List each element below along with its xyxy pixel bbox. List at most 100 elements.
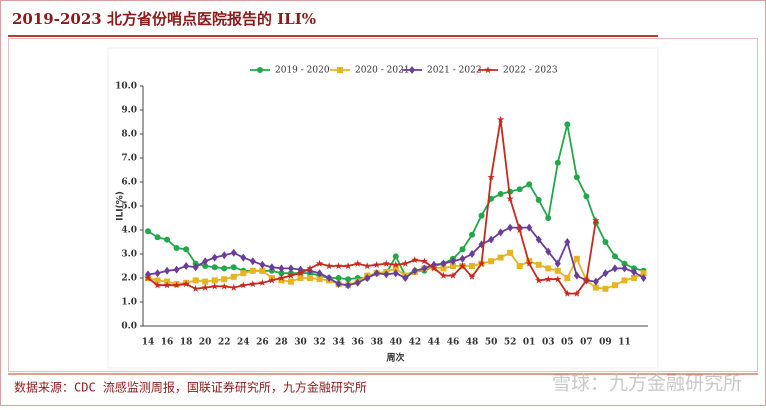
legend-label: 2020 - 2021 [355, 66, 410, 76]
data-point [296, 269, 305, 277]
data-point [564, 238, 571, 246]
data-point [278, 277, 285, 284]
data-point [640, 270, 647, 277]
y-tick-label: 2.0 [121, 274, 137, 284]
data-point [535, 235, 542, 244]
legend-marker [337, 67, 343, 73]
data-point [373, 269, 380, 278]
data-point [469, 231, 476, 238]
x-tick-label: 01 [523, 338, 536, 348]
chart-area [107, 47, 659, 369]
y-tick-label: 1.0 [121, 298, 137, 308]
data-point [563, 289, 571, 297]
data-point [202, 263, 209, 269]
data-point [259, 260, 266, 269]
data-point [211, 253, 218, 262]
y-tick-label: 4.0 [121, 226, 137, 236]
data-point [192, 263, 199, 272]
data-point [259, 267, 266, 274]
data-point [402, 274, 409, 282]
data-point [316, 269, 323, 278]
data-point [335, 280, 342, 288]
data-point [154, 269, 161, 278]
data-point [535, 261, 542, 268]
data-point [526, 181, 533, 188]
data-point [477, 259, 486, 267]
source-note: 数据来源：CDC 流感监测周报，国联证券研究所，九方金融研究所 [14, 380, 367, 395]
data-point [278, 264, 285, 273]
data-point [154, 277, 161, 284]
y-tick-label: 0.0 [121, 322, 137, 332]
data-point [268, 276, 276, 284]
data-point [144, 274, 152, 282]
data-point [430, 264, 438, 272]
data-point [488, 235, 495, 244]
legend-item: 2020 - 2021 [330, 66, 410, 76]
data-point [487, 173, 495, 181]
data-point [544, 275, 552, 283]
data-point [535, 276, 543, 284]
x-tick-label: 50 [485, 338, 498, 348]
x-tick-label: 11 [618, 338, 631, 348]
data-point [631, 275, 638, 281]
y-tick-label: 3.0 [121, 250, 137, 260]
data-point [440, 259, 447, 268]
data-point [611, 253, 618, 260]
data-point [554, 259, 561, 268]
x-tick-label: 18 [180, 338, 193, 348]
data-point [220, 282, 228, 290]
data-point [173, 281, 181, 289]
data-point [392, 253, 399, 260]
x-tick-label: 05 [561, 338, 574, 348]
data-point [631, 268, 638, 276]
data-point [392, 269, 399, 278]
data-point [621, 260, 628, 267]
x-tick-label: 36 [351, 338, 364, 348]
legend-marker [484, 66, 492, 74]
legend-item: 2021 - 2022 [402, 66, 482, 76]
data-point [478, 212, 485, 219]
x-tick-label: 09 [599, 338, 612, 348]
data-point [287, 271, 295, 279]
x-tick-label: 28 [275, 338, 288, 348]
x-tick-label: 14 [142, 338, 155, 348]
data-point [335, 262, 343, 270]
data-point [411, 266, 418, 275]
data-point [287, 264, 294, 273]
data-point [249, 267, 256, 274]
x-tick-label: 20 [199, 338, 212, 348]
x-tick-label: 24 [237, 338, 250, 348]
data-point [440, 265, 447, 272]
data-point [516, 263, 523, 269]
data-point [258, 279, 266, 286]
data-point [573, 271, 580, 280]
data-point [516, 226, 524, 234]
x-tick-label: 26 [256, 338, 269, 348]
chart-panel [8, 38, 758, 372]
data-point [326, 274, 333, 282]
data-point [592, 216, 600, 224]
x-axis-label: 周次 [386, 352, 404, 364]
data-point [192, 277, 199, 284]
data-point [153, 281, 162, 289]
data-point [411, 256, 419, 264]
data-point [602, 239, 609, 245]
data-point [554, 159, 561, 166]
data-point [573, 289, 581, 297]
y-tick-label: 9.0 [121, 106, 137, 116]
x-tick-label: 52 [504, 338, 517, 348]
data-point [164, 236, 171, 243]
x-tick-label: 44 [428, 338, 441, 348]
data-point [230, 273, 237, 280]
plot: 0.0 1.0 2.0 3.0 4.0 5.0 6.0 7.0 8.0 9.0 10.0 14 16 18… [115, 66, 648, 364]
data-point [573, 255, 580, 262]
data-point [573, 174, 580, 181]
data-point [307, 275, 314, 281]
data-point [383, 270, 390, 279]
data-point [230, 283, 238, 291]
data-point [621, 277, 628, 284]
data-point [164, 266, 171, 275]
data-point [173, 245, 180, 251]
data-point [345, 281, 352, 290]
